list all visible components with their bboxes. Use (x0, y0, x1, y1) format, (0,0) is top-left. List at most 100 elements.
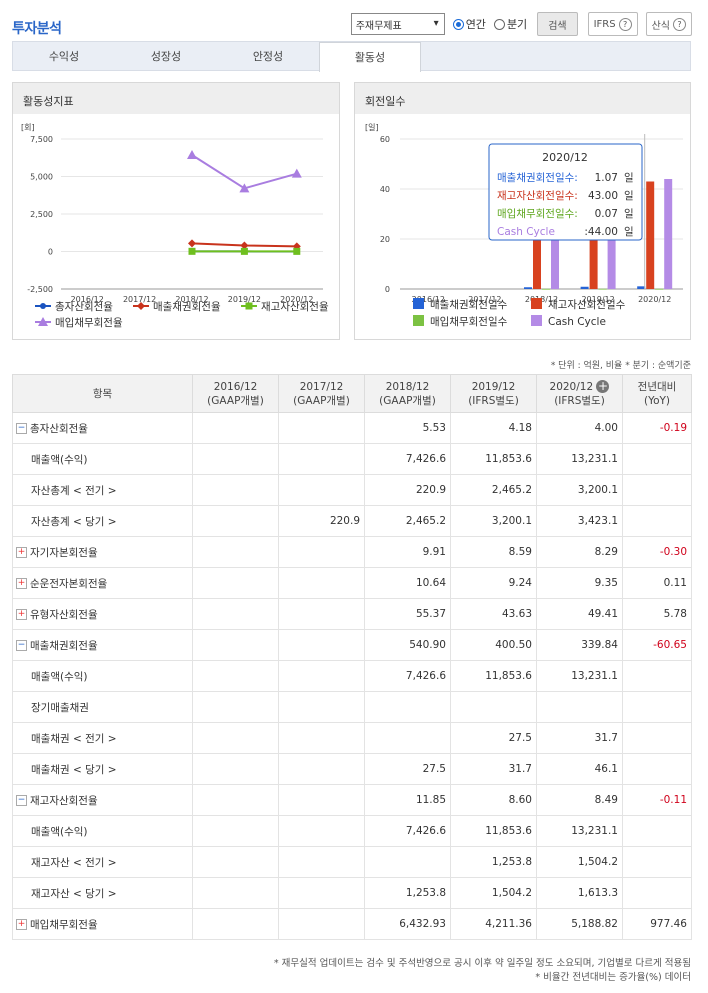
row-label-cell[interactable]: + 유형자산회전율 (12, 598, 193, 630)
value-cell: 5.53 (364, 412, 451, 444)
y-tick-label: 20 (380, 235, 390, 244)
row-label-cell[interactable]: − 매출채권회전율 (12, 629, 193, 661)
value-cell (278, 629, 365, 661)
col-period-label: 2020/12 (549, 380, 594, 393)
add-column-icon[interactable]: + (596, 379, 610, 393)
col-basis-label: (GAAP개별) (207, 394, 264, 407)
value-cell: 27.5 (450, 722, 537, 754)
value-cell (278, 846, 365, 878)
ifrs-help-button[interactable]: IFRS ? (587, 12, 638, 36)
table-header-row: 항목 2016/12 (GAAP개별) 2017/12 (GAAP개별) 2018/… (12, 374, 692, 413)
y-tick-label: 0 (48, 248, 53, 257)
panel-title: 회전일수 (355, 82, 690, 114)
yoy-cell (622, 505, 692, 537)
value-cell: 4,211.36 (450, 908, 537, 940)
legend-swatch (531, 298, 542, 309)
row-label-cell: 매출액(수익) (12, 443, 193, 475)
footnote: * 비율간 전년대비는 증가율(%) 데이터 (535, 972, 691, 983)
question-icon: ? (618, 17, 632, 31)
value-cell: 1,504.2 (450, 877, 537, 909)
value-cell: 220.9 (364, 474, 451, 506)
bar (664, 179, 673, 289)
expand-icon[interactable]: + (16, 547, 27, 558)
legend-label: 매출채권회전율 (153, 301, 221, 313)
tab-activity[interactable]: 활동성 (319, 42, 421, 72)
tab-stability[interactable]: 안정성 (252, 50, 284, 63)
legend-label: 매출채권회전일수 (430, 298, 508, 311)
value-cell (192, 598, 279, 630)
y-tick-label: -2,500 (27, 285, 53, 294)
radio-quarter[interactable]: 분기 (493, 16, 528, 32)
row-label: 매출액(수익) (31, 670, 88, 683)
row-label: 순운전자본회전율 (30, 577, 108, 590)
value-cell (192, 443, 279, 475)
tooltip-unit: 일 (624, 207, 634, 220)
row-label: 재고자산회전율 (30, 794, 98, 807)
value-cell: 9.24 (450, 567, 537, 599)
collapse-icon[interactable]: − (16, 640, 27, 651)
legend-label: 매입채무회전일수 (430, 315, 508, 328)
radio-quarter-label: 분기 (506, 18, 528, 31)
value-cell: 220.9 (278, 505, 365, 537)
collapse-icon[interactable]: − (16, 423, 27, 434)
row-label-cell[interactable]: − 총자산회전율 (12, 412, 193, 444)
collapse-icon[interactable]: − (16, 795, 27, 806)
row-label-cell[interactable]: + 자기자본회전율 (12, 536, 193, 568)
value-cell: 8.29 (536, 536, 623, 568)
yoy-cell: 5.78 (622, 598, 692, 630)
bar (580, 286, 589, 289)
expand-icon[interactable]: + (16, 578, 27, 589)
row-label-cell[interactable]: − 재고자산회전율 (12, 784, 193, 816)
value-cell: 10.64 (364, 567, 451, 599)
tab-profitability[interactable]: 수익성 (48, 50, 80, 63)
yoy-cell: -0.19 (622, 412, 692, 444)
value-cell: 1,504.2 (536, 846, 623, 878)
value-cell: 46.1 (536, 753, 623, 785)
y-tick-label: 60 (380, 135, 390, 144)
table-row: − 총자산회전율 5.53 4.18 4.00 -0.19 (12, 412, 692, 444)
data-point (293, 247, 301, 255)
yoy-cell (622, 846, 692, 878)
row-label-cell: 장기매출채권 (12, 691, 193, 723)
col-yoy-sub: (YoY) (643, 394, 671, 407)
row-label-cell[interactable]: + 매입채무회전율 (12, 908, 193, 940)
value-cell: 3,423.1 (536, 505, 623, 537)
value-cell: 3,200.1 (450, 505, 537, 537)
x-tick-label: 2016/12 (412, 295, 445, 304)
col-period-label: 2019/12 (471, 380, 516, 393)
value-cell (364, 722, 451, 754)
yoy-cell: -0.11 (622, 784, 692, 816)
data-point (239, 183, 250, 193)
row-label: 자산총계 < 전기 > (31, 484, 117, 497)
yoy-cell: 0.11 (622, 567, 692, 599)
expand-icon[interactable]: + (16, 609, 27, 620)
tab-growth[interactable]: 성장성 (150, 50, 182, 63)
formula-help-button[interactable]: 산식 ? (645, 12, 692, 36)
row-label: 재고자산 < 전기 > (31, 856, 117, 869)
table-row: 매출액(수익) 7,426.6 11,853.6 13,231.1 (12, 443, 692, 475)
value-cell (278, 412, 365, 444)
analysis-tabs: 수익성 성장성 안정성 활동성 (12, 41, 691, 72)
col-yoy-label: 전년대비 (637, 380, 677, 393)
x-tick-label: 2017/12 (123, 295, 156, 304)
value-cell: 27.5 (364, 753, 451, 785)
table-row: 매출채권 < 전기 > 27.5 31.7 (12, 722, 692, 754)
value-cell (364, 846, 451, 878)
tooltip-label: 매입채무회전일수: (497, 207, 578, 220)
panel-title: 활동성지표 (13, 82, 339, 114)
search-button[interactable]: 검색 (537, 12, 578, 36)
table-row: − 매출채권회전율 540.90 400.50 339.84 -60.65 (12, 629, 692, 661)
radio-annual[interactable]: 연간 (452, 16, 486, 32)
col-period-label: 2017/12 (299, 380, 344, 393)
header: 투자분석 주재무제표 ▾ 연간 분기 검색 IFRS ? 산식 ? (12, 12, 692, 40)
y-tick-label: 7,500 (30, 135, 53, 144)
value-cell (192, 691, 279, 723)
question-icon: ? (673, 17, 686, 31)
row-label-cell[interactable]: + 순운전자본회전율 (12, 567, 193, 599)
y-axis-label: [회] (21, 123, 35, 132)
value-cell: 2,465.2 (364, 505, 451, 537)
row-label: 매출액(수익) (31, 825, 88, 838)
statement-select[interactable]: 주재무제표 ▾ (350, 13, 445, 35)
expand-icon[interactable]: + (16, 919, 27, 930)
tooltip-label: 매출채권회전일수: (497, 171, 578, 184)
